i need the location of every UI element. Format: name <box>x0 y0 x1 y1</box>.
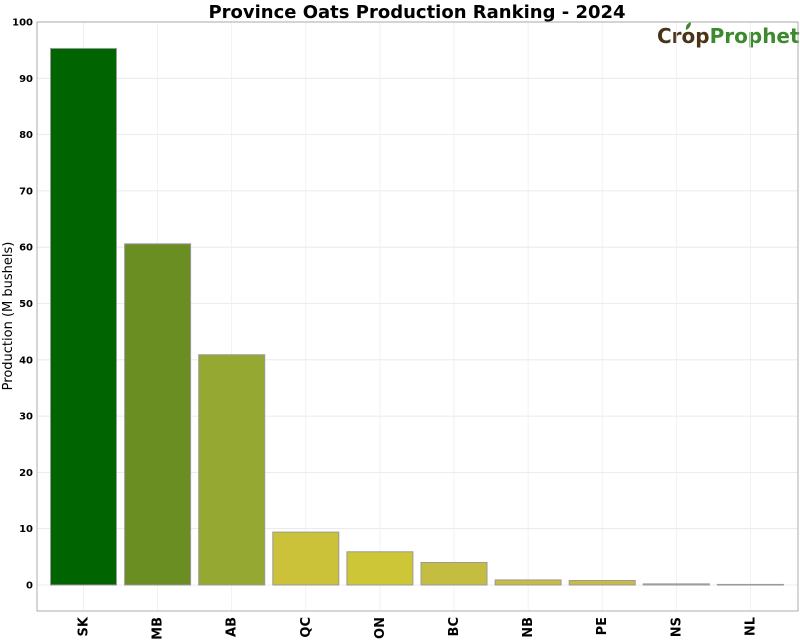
x-tick-label-nl: NL <box>743 617 758 636</box>
x-tick-label-ns: NS <box>669 617 684 637</box>
svg-text:CropProphet: CropProphet <box>657 24 800 48</box>
sprout-leaf-icon <box>685 22 691 30</box>
y-tick-label: 40 <box>19 355 33 366</box>
bar-bc <box>420 561 488 586</box>
bar-nb <box>494 579 562 586</box>
y-tick-label: 30 <box>19 412 33 423</box>
bar-mb <box>124 243 192 586</box>
x-axis-ticks: SK MB AB QC ON BC NB PE NS NL <box>77 616 759 640</box>
logo-text-crop: Crop <box>657 24 710 48</box>
x-tick-label-on: ON <box>373 617 388 639</box>
bar-ab <box>198 354 266 586</box>
y-tick-label: 20 <box>19 468 33 479</box>
y-tick-label: 70 <box>19 186 33 197</box>
x-tick-label-bc: BC <box>447 617 462 636</box>
bar-on <box>346 551 414 586</box>
y-axis-label: Production (M bushels) <box>1 242 16 391</box>
chart-title: Province Oats Production Ranking - 2024 <box>208 2 625 23</box>
plot-area <box>36 21 799 612</box>
logo-text-prophet: Prophet <box>710 24 800 48</box>
bars <box>50 47 784 586</box>
x-tick-label-mb: MB <box>151 617 166 640</box>
y-tick-label: 80 <box>19 130 33 141</box>
y-tick-label: 0 <box>26 581 33 592</box>
x-tick-label-ab: AB <box>225 617 240 637</box>
bar-qc <box>272 531 340 586</box>
x-tick-label-pe: PE <box>595 617 610 635</box>
y-tick-label: 100 <box>12 18 33 29</box>
bar-ns <box>642 583 710 586</box>
x-tick-label-sk: SK <box>77 616 92 636</box>
y-tick-label: 10 <box>19 524 33 535</box>
y-axis-ticks: 0 10 20 30 40 50 60 70 80 90 100 <box>12 18 33 592</box>
x-tick-label-qc: QC <box>299 617 314 638</box>
x-tick-label-nb: NB <box>521 617 536 638</box>
y-tick-label: 90 <box>19 74 33 85</box>
bar-sk <box>50 47 117 586</box>
bar-nl <box>716 583 784 586</box>
y-tick-label: 60 <box>19 243 33 254</box>
cropprophet-logo: CropProphet <box>657 22 800 48</box>
y-tick-label: 50 <box>19 299 33 310</box>
bar-pe <box>568 579 636 586</box>
